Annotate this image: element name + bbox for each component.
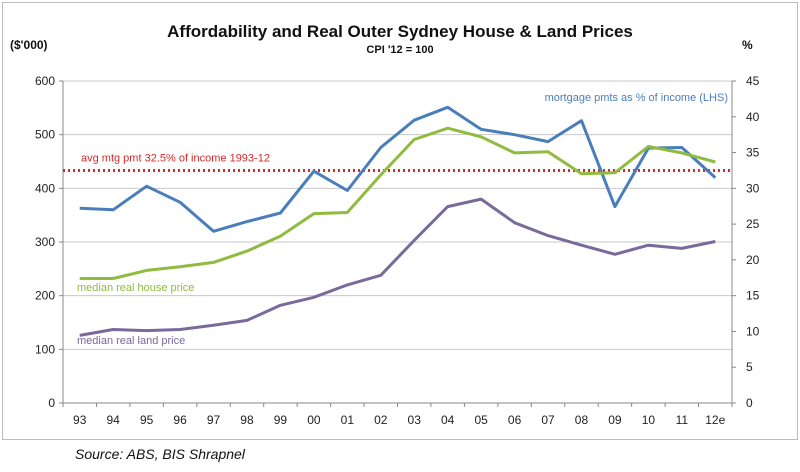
chart-frame [2,2,798,440]
right-tick-label: 25 [746,217,760,231]
left-tick-label: 300 [35,235,55,249]
series-line-2 [79,126,716,280]
right-tick-label: 15 [746,289,760,303]
x-tick-label: 05 [474,413,488,427]
x-tick-label: 96 [173,413,187,427]
x-tick-label: 02 [374,413,388,427]
source-note: Source: ABS, BIS Shrapnel [75,446,245,462]
x-tick-label: 03 [408,413,422,427]
right-tick-label: 10 [746,324,760,338]
x-tick-label: 12e [705,413,725,427]
x-tick-label: 08 [575,413,589,427]
left-axis-unit-label: ($'000) [10,38,48,52]
right-tick-label: 30 [746,181,760,195]
series-line-3 [79,197,716,337]
series-label-3: median real land price [77,335,185,347]
left-tick-label: 200 [35,289,55,303]
right-tick-label: 40 [746,110,760,124]
left-tick-label: 400 [35,181,55,195]
x-tick-label: 07 [541,413,555,427]
x-tick-label: 97 [207,413,221,427]
right-axis-unit-label: % [742,38,753,52]
x-tick-label: 10 [642,413,656,427]
right-tick-label: 0 [746,396,753,410]
chart-title: Affordability and Real Outer Sydney Hous… [167,22,633,41]
x-tick-label: 04 [441,413,455,427]
x-tick-label: 01 [341,413,355,427]
left-tick-label: 500 [35,128,55,142]
x-tick-label: 94 [106,413,120,427]
right-tick-label: 45 [746,74,760,88]
x-tick-label: 95 [140,413,154,427]
right-tick-label: 35 [746,146,760,160]
x-tick-label: 93 [73,413,87,427]
x-tick-label: 98 [240,413,254,427]
series-line-1 [79,105,717,233]
series-label-2: median real house price [77,282,194,294]
x-tick-label: 11 [676,413,689,427]
x-tick-label: 06 [508,413,522,427]
x-tick-label: 99 [274,413,288,427]
chart-subtitle: CPI '12 = 100 [366,44,434,56]
series-label-1: mortgage pmts as % of income (LHS) [545,92,728,104]
left-tick-label: 100 [35,342,55,356]
x-tick-label: 00 [307,413,321,427]
average-reference-label: avg mtg pmt 32.5% of income 1993-12 [81,152,270,164]
left-tick-label: 0 [48,396,55,410]
right-tick-label: 5 [746,360,753,374]
right-tick-label: 20 [746,253,760,267]
x-tick-label: 09 [608,413,622,427]
left-tick-label: 600 [35,74,55,88]
